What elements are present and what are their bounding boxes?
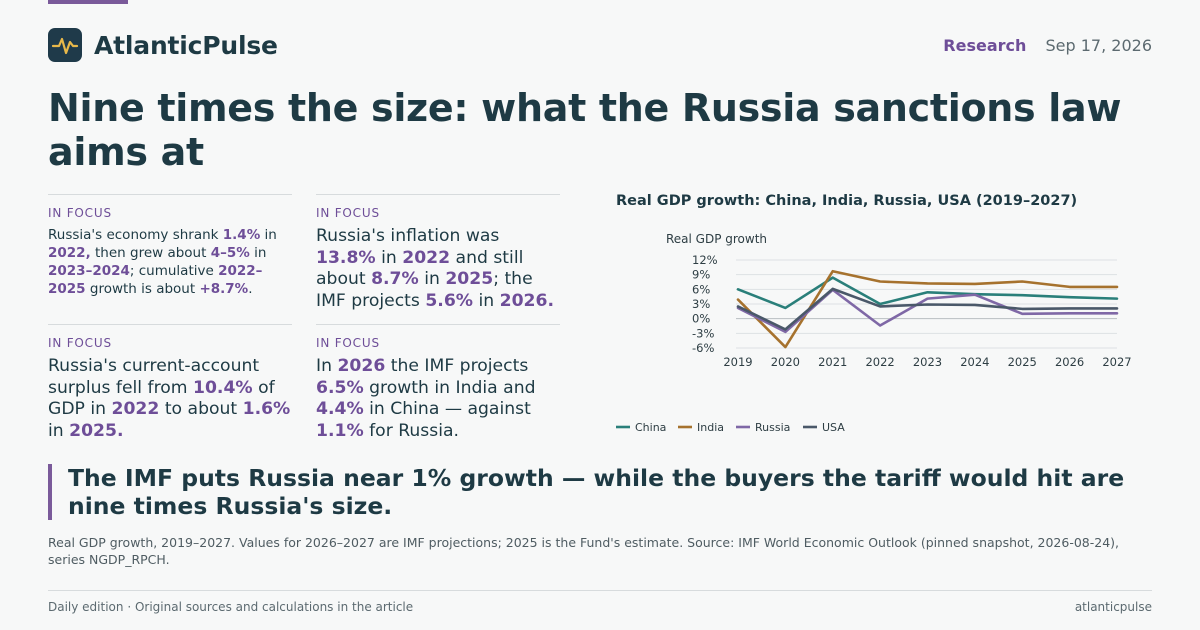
card-text-run: in <box>48 420 70 441</box>
series-line-usa <box>736 287 1119 331</box>
top-accent-bar <box>48 0 128 4</box>
focus-card-4: IN FOCUS In 2026 the IMF projects 6.5% g… <box>316 324 560 442</box>
highlight-figure: 2023–2024 <box>48 263 130 279</box>
card-text-run: and still about <box>316 247 524 290</box>
gdp-line-chart: Real GDP growth 12%9%6%3%0%-3%-6% 2019 2020… <box>616 232 1132 434</box>
highlight-figure: 6.5% <box>316 377 364 398</box>
card-label: IN FOCUS <box>316 206 380 220</box>
card-text-run: . <box>248 281 253 297</box>
card-text: Russia's economy shrank 1.4% in 2022, th… <box>48 226 292 298</box>
card-text-run: in <box>375 247 403 268</box>
card-text-run: to about <box>159 399 243 419</box>
card-text-run: of GDP in <box>48 377 275 420</box>
x-tick-label: 2021 <box>818 355 847 369</box>
highlight-figure: 2022, <box>48 245 91 261</box>
card-text-run: In <box>316 356 338 376</box>
x-tick-label: 2026 <box>1055 355 1084 369</box>
highlight-figure: 1.6% <box>242 399 291 419</box>
highlight-figure: 2025. <box>69 420 124 441</box>
pulse-logo-icon[interactable] <box>48 28 82 62</box>
legend-label: Russia <box>755 421 790 434</box>
card-text-run: growth is about <box>85 281 200 297</box>
y-tick-label: -6% <box>692 341 714 355</box>
highlight-figure: 1.1% <box>316 420 364 441</box>
card-text-run: Russia's economy shrank <box>48 227 223 243</box>
legend-label: China <box>635 421 666 434</box>
highlight-figure: 4–5% <box>210 245 250 261</box>
focus-card-2: IN FOCUS Russia's inflation was 13.8% in… <box>316 194 560 312</box>
source-note: Real GDP growth, 2019–2027. Values for 2… <box>48 535 1120 567</box>
legend-label: USA <box>822 421 845 434</box>
card-text-run: Russia's inflation was <box>316 226 500 246</box>
card-text-run: for Russia. <box>363 420 459 441</box>
x-tick-label: 2019 <box>723 355 752 369</box>
y-tick-label: 0% <box>692 312 710 326</box>
series-line-russia <box>736 288 1119 334</box>
highlight-figure: 2022 <box>402 247 451 268</box>
highlight-figure: 2026 <box>337 356 386 376</box>
brand-name[interactable]: AtlanticPulse <box>94 31 278 60</box>
x-tick-label: 2020 <box>771 355 800 369</box>
card-label: IN FOCUS <box>316 336 380 350</box>
card-text-run: the IMF projects <box>385 356 529 376</box>
highlight-figure: 13.8% <box>316 247 376 268</box>
y-tick-label: 12% <box>692 253 718 267</box>
card-text: Russia's inflation was 13.8% in 2022 and… <box>316 226 560 312</box>
card-text-run: then grew about <box>90 245 211 261</box>
footer-divider <box>48 590 1152 591</box>
y-tick-label: 3% <box>692 297 710 311</box>
highlight-figure: 1.4% <box>222 227 261 243</box>
highlight-figure: 4.4% <box>316 399 364 419</box>
y-tick-label: 9% <box>692 268 710 282</box>
highlight-figure: 2022–2025 <box>48 263 263 297</box>
card-text-run: ; the IMF projects <box>316 269 533 311</box>
series-line-china <box>736 276 1119 310</box>
card-text-run: in <box>249 245 267 261</box>
card-label: IN FOCUS <box>48 336 112 350</box>
card-text-run: in <box>418 269 446 289</box>
highlight-figure: 8.7% <box>371 269 419 289</box>
card-label: IN FOCUS <box>48 206 112 220</box>
y-axis-title: Real GDP growth <box>666 232 767 246</box>
card-text-run: ; cumulative <box>129 263 219 279</box>
highlight-figure: 2026. <box>499 290 554 311</box>
page-title: Nine times the size: what the Russia san… <box>48 86 1122 174</box>
card-text-run: in <box>473 290 500 311</box>
publish-date: Sep 17, 2026 <box>1045 36 1153 55</box>
footer-edition: Daily edition · Original sources and cal… <box>48 600 414 614</box>
x-tick-label: 2025 <box>1008 355 1037 369</box>
highlight-figure: 2025 <box>445 269 494 289</box>
card-text-run: in China — against <box>363 399 531 419</box>
card-text-run: in <box>260 227 277 243</box>
focus-card-3: IN FOCUS Russia's current-account surplu… <box>48 324 292 442</box>
section-link[interactable]: Research <box>943 36 1027 55</box>
x-tick-label: 2027 <box>1102 355 1131 369</box>
legend-label: India <box>697 421 724 434</box>
y-tick-label: 6% <box>692 282 710 296</box>
card-text-run: Russia's current-account surplus fell fr… <box>48 356 260 398</box>
pull-quote: The IMF puts Russia near 1% growth — whi… <box>48 464 1152 520</box>
focus-card-1: IN FOCUS Russia's economy shrank 1.4% in… <box>48 194 292 298</box>
chart-title: Real GDP growth: China, India, Russia, U… <box>616 193 1078 209</box>
x-tick-label: 2022 <box>865 355 894 369</box>
card-text-run: growth in India and <box>363 377 536 398</box>
highlight-figure: +8.7% <box>199 281 249 297</box>
highlight-figure: 5.6% <box>425 290 473 311</box>
header-meta: Research Sep 17, 2026 <box>943 36 1152 56</box>
y-tick-label: -3% <box>692 326 714 340</box>
x-tick-label: 2023 <box>913 355 942 369</box>
highlight-figure: 2022 <box>111 399 160 419</box>
card-text: In 2026 the IMF projects 6.5% growth in … <box>316 356 560 442</box>
x-tick-label: 2024 <box>960 355 989 369</box>
highlight-figure: 10.4% <box>193 377 253 398</box>
footer-site-link[interactable]: atlanticpulse <box>1074 600 1152 614</box>
series-line-india <box>736 269 1119 349</box>
card-text: Russia's current-account surplus fell fr… <box>48 356 292 442</box>
